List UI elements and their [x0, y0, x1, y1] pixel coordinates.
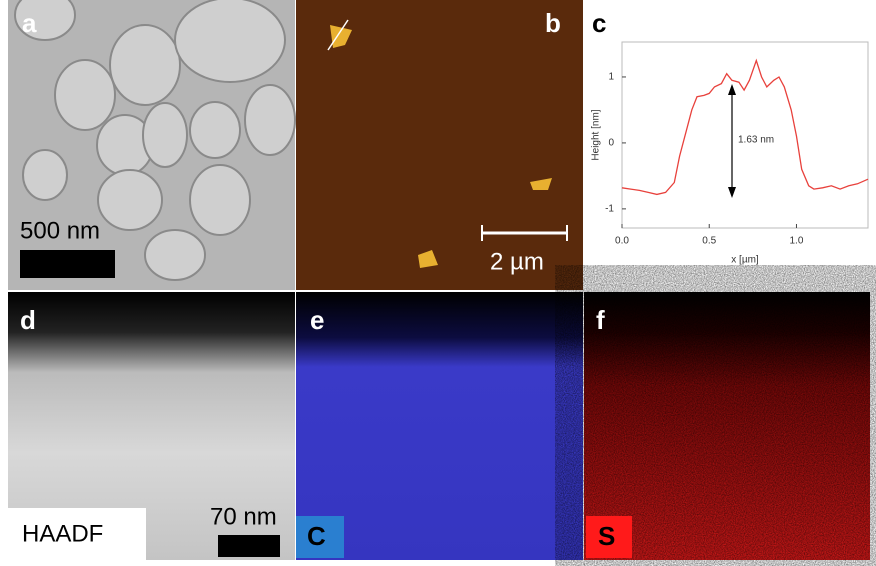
x-axis-label: x [µm]: [731, 255, 759, 266]
flake: [330, 25, 352, 48]
y-tick-label: 0: [608, 138, 614, 149]
carbon-map: [296, 292, 583, 560]
y-tick-label: -1: [605, 204, 614, 215]
y-axis-label: Height [nm]: [591, 109, 602, 160]
noise: [584, 292, 870, 560]
panel-b: b 2 µm: [296, 0, 583, 290]
tag: HAADF: [22, 520, 103, 547]
x-tick-label: 0.0: [615, 236, 629, 247]
annotation: 1.63 nm: [738, 135, 774, 146]
tag-box: [586, 516, 632, 558]
panel-e: e C: [296, 292, 583, 560]
y-tick-label: 1: [608, 72, 614, 83]
scale-text: 70 nm: [210, 503, 277, 530]
panel-a: a 500 nm: [8, 0, 296, 290]
panel-label: c: [592, 8, 606, 38]
flake: [418, 250, 438, 268]
profile-line: [621, 58, 869, 196]
panel-f: f S: [584, 292, 870, 560]
scale-text: 500 nm: [20, 217, 100, 244]
panel-label: e: [310, 305, 324, 335]
tag-box: [8, 508, 146, 560]
profile-line: [327, 19, 349, 51]
panel-label: f: [596, 305, 605, 335]
plot-frame: [621, 41, 869, 229]
tag: S: [598, 521, 615, 551]
x-tick-label: 0.5: [702, 236, 716, 247]
panel-label: d: [20, 305, 36, 335]
holes: [14, 0, 296, 281]
scale-bar: [218, 535, 280, 557]
scale-text: 2 µm: [490, 248, 544, 275]
panel-label: a: [22, 8, 37, 38]
tag-box: [296, 516, 344, 558]
panel-c: c -1 0 1 0.0 0.5 1.0 x [µm] Height [nm] 1.63 nm: [591, 8, 869, 266]
panel-label: b: [545, 8, 561, 38]
scale-bar: [20, 250, 115, 278]
afm-image: [296, 0, 583, 290]
flake: [530, 178, 552, 190]
tag: C: [307, 521, 326, 551]
x-tick-label: 1.0: [790, 236, 804, 247]
panel-d: d HAADF 70 nm: [8, 292, 295, 560]
